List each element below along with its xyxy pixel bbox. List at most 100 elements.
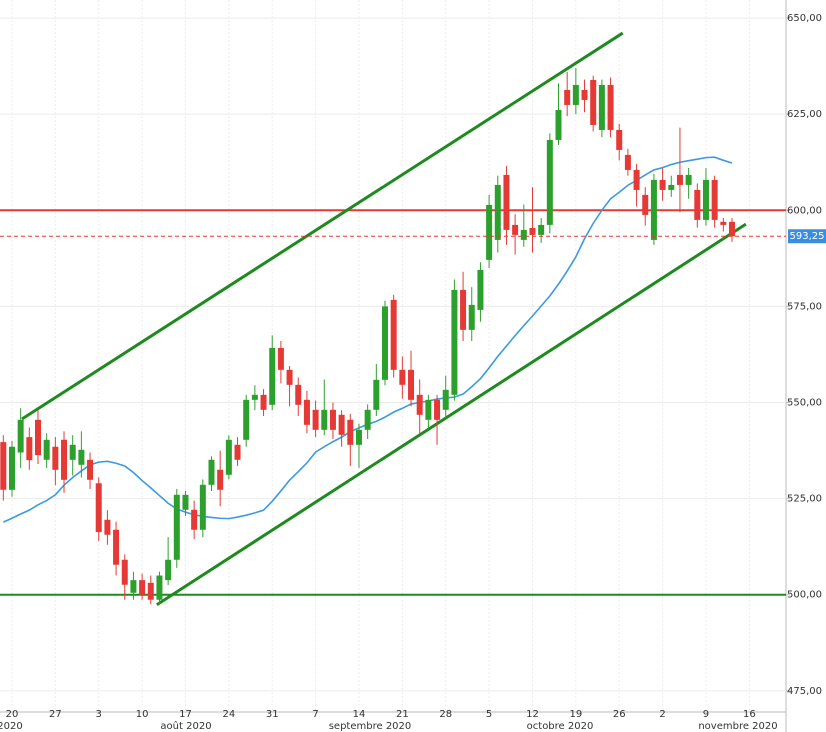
y-tick-label: 625,00 (787, 109, 822, 120)
candle-body (165, 559, 172, 581)
candle-body (35, 419, 41, 456)
candle-body (616, 129, 623, 150)
candle-body (156, 575, 163, 600)
candle-body (87, 459, 94, 480)
candle-body (69, 444, 76, 460)
candle-body (694, 189, 701, 220)
candle-body (702, 179, 709, 220)
x-tick-label: 24 (222, 709, 235, 720)
last-price-box (788, 229, 826, 244)
candle-body (642, 194, 649, 215)
y-tick-label: 575,00 (787, 301, 822, 312)
x-tick-label: 17 (179, 709, 192, 720)
candle-body (243, 399, 250, 440)
candle-body (685, 174, 692, 185)
candle-body (321, 409, 328, 430)
candle-body (251, 394, 258, 400)
candle-body (52, 446, 59, 470)
x-tick-label: 27 (49, 709, 62, 720)
candle-body (650, 179, 657, 240)
candle-body (676, 174, 683, 185)
candle-body (659, 179, 666, 190)
candle-body (572, 84, 579, 105)
candle-body (208, 459, 215, 485)
candle-body (182, 494, 189, 510)
candle-body (425, 399, 432, 420)
y-tick-label: 650,00 (787, 13, 822, 24)
candle-body (217, 469, 224, 490)
candle-body (113, 529, 120, 565)
x-tick-label: 28 (439, 709, 452, 720)
month-label: novembre 2020 (698, 721, 777, 732)
y-tick-label: 550,00 (787, 398, 822, 409)
candle-body (486, 204, 493, 260)
x-tick-label: 3 (96, 709, 102, 720)
candle-body (529, 227, 536, 235)
y-tick-label: 475,00 (787, 686, 822, 697)
candle-body (451, 289, 458, 395)
candle-body (390, 299, 397, 370)
candle-body (199, 484, 206, 530)
candle-body (286, 369, 293, 385)
candle-body (17, 419, 24, 453)
candle-body (720, 221, 727, 225)
candle-body (477, 269, 484, 310)
candle-body (234, 444, 241, 460)
y-tick-label: 600,00 (787, 205, 822, 216)
candle-body (633, 169, 640, 190)
y-tick-label: 500,00 (787, 590, 822, 601)
candle-body (564, 89, 571, 105)
candle-body (668, 184, 675, 190)
month-label: août 2020 (160, 720, 211, 732)
candle-body (295, 384, 302, 405)
candle-body (312, 409, 319, 430)
candle-body (26, 437, 33, 461)
month-label: septembre 2020 (329, 721, 412, 732)
x-tick-label: 26 (613, 709, 626, 720)
candle-body (338, 414, 345, 435)
candle-body (607, 84, 614, 130)
month-label: octobre 2020 (527, 721, 594, 732)
candle-body (711, 179, 718, 220)
x-tick-label: 12 (526, 709, 539, 720)
x-tick-label: 14 (353, 709, 366, 720)
candle-body (624, 154, 631, 170)
x-tick-label: 5 (486, 709, 492, 720)
candle-body (95, 483, 102, 533)
candle-body (581, 89, 588, 100)
candle-body (555, 109, 562, 140)
month-label: 2020 (0, 721, 23, 732)
candle-body (329, 409, 336, 430)
candle-body (173, 494, 180, 560)
x-tick-label: 10 (136, 709, 149, 720)
y-tick-label: 525,00 (787, 494, 822, 505)
candle-body (520, 229, 527, 240)
x-tick-label: 9 (703, 709, 709, 720)
candle-body (468, 304, 475, 330)
candle-body (347, 419, 354, 445)
candle-body (434, 399, 441, 420)
trendline (156, 222, 747, 606)
candle-body (269, 347, 276, 405)
candle-body (538, 224, 545, 235)
candle-body (61, 439, 68, 480)
x-tick-label: 16 (743, 709, 756, 720)
candle-body (303, 399, 310, 425)
candle-body (590, 79, 597, 125)
candle-body (121, 559, 128, 585)
x-tick-label: 2 (659, 709, 665, 720)
trendline (21, 31, 624, 421)
candle-body (364, 409, 371, 430)
x-tick-label: 31 (266, 709, 279, 720)
candle-body (130, 580, 137, 593)
candle-body (78, 449, 85, 465)
candle-body (373, 379, 380, 410)
candle-body (503, 174, 510, 230)
candle-body (399, 369, 406, 385)
candle-body (546, 139, 553, 225)
candle-body (355, 429, 362, 445)
last-price-label: 593,25 (790, 231, 825, 242)
candle-body (442, 389, 449, 410)
candle-body (8, 446, 15, 490)
